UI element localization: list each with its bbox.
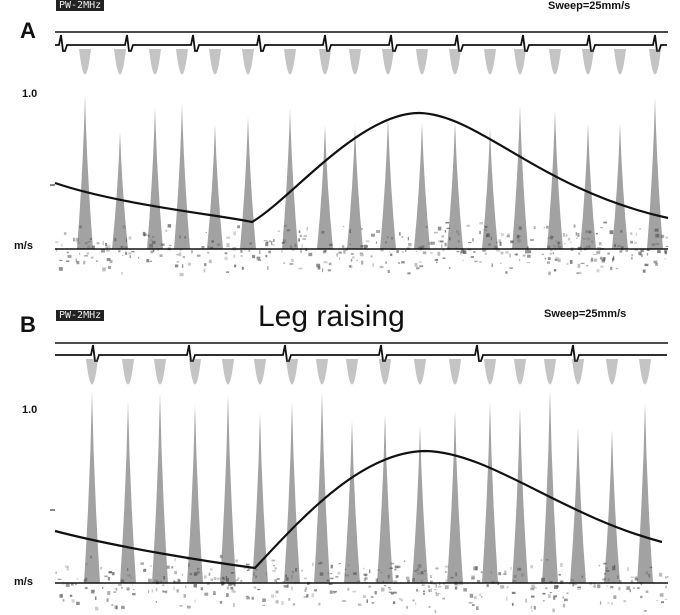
sweep-speed: Sweep=25mm/s — [548, 0, 631, 12]
spectral-envelope — [512, 407, 528, 583]
doppler-spectrum-b — [50, 342, 669, 614]
spectral-envelope — [317, 125, 333, 249]
spectral-artifact — [316, 359, 328, 385]
spectral-envelope — [612, 122, 628, 249]
spectral-envelope — [240, 116, 256, 250]
spectral-envelope — [482, 402, 498, 583]
spectral-artifact — [79, 49, 91, 75]
spectral-envelope — [347, 125, 363, 249]
spectral-envelope — [414, 122, 430, 249]
velocity-unit-label: m/s — [14, 240, 33, 252]
doppler-panel-b: B PW-2MHz Leg raising Sweep=25mm/s 1.0 m… — [0, 300, 680, 615]
spectral-envelope — [377, 413, 393, 583]
spectral-envelope — [412, 425, 428, 583]
spectral-envelope — [187, 405, 203, 583]
spectral-artifact — [349, 49, 361, 75]
spectral-artifact — [484, 49, 496, 75]
panel-divider — [0, 292, 680, 300]
spectral-envelope — [314, 392, 330, 583]
spectral-envelope — [447, 120, 463, 249]
spectral-envelope — [580, 123, 596, 249]
spectral-artifact — [86, 359, 98, 385]
trend-curve — [54, 449, 663, 570]
spectral-artifact — [449, 49, 461, 75]
spectral-artifact — [346, 359, 358, 385]
spectral-envelope — [647, 97, 663, 250]
spectral-envelope — [120, 401, 136, 583]
spectral-artifact — [572, 359, 584, 385]
velocity-scale-label: 1.0 — [22, 88, 38, 100]
spectral-artifact — [639, 359, 651, 385]
spectral-artifact — [414, 359, 426, 385]
panel-label: B — [20, 312, 36, 337]
spectral-artifact — [284, 49, 296, 75]
sweep-speed: Sweep=25mm/s — [544, 308, 627, 320]
spectral-envelope — [147, 106, 163, 249]
spectral-artifact — [544, 359, 556, 385]
mode-badge: PW-2MHz — [56, 310, 105, 321]
trend-curve — [54, 111, 669, 224]
spectral-artifact — [484, 359, 496, 385]
spectral-artifact — [176, 49, 188, 75]
spectral-envelope — [282, 108, 298, 250]
spectral-artifact — [122, 359, 134, 385]
spectral-artifact — [649, 49, 661, 75]
spectral-envelope — [547, 109, 563, 249]
spectral-envelope — [174, 103, 190, 250]
doppler-panel-a: A PW-2MHz Sweep=25mm/s 1.0 m/s — [0, 0, 680, 292]
spectral-envelope — [252, 413, 268, 583]
spectral-artifact — [606, 359, 618, 385]
spectral-artifact — [582, 49, 594, 75]
spectral-artifact — [319, 49, 331, 75]
ecg-trace — [55, 344, 667, 362]
spectral-artifact — [379, 359, 391, 385]
velocity-scale-label: 1.0 — [22, 404, 38, 416]
spectral-envelope — [112, 131, 128, 249]
spectral-envelope — [512, 104, 528, 249]
spectral-artifact — [154, 359, 166, 385]
spectral-artifact — [149, 49, 161, 75]
spectral-artifact — [382, 49, 394, 75]
ecg-trace — [55, 34, 667, 52]
spectral-artifact — [614, 49, 626, 75]
spectral-artifact — [549, 49, 561, 75]
spectral-envelope — [380, 116, 396, 249]
spectral-artifact — [514, 359, 526, 385]
spectral-artifact — [242, 49, 254, 75]
spectral-envelope — [344, 420, 360, 583]
spectral-envelope — [152, 393, 168, 583]
spectral-envelope — [207, 124, 223, 249]
spectral-envelope — [570, 427, 586, 583]
spectral-artifact — [209, 49, 221, 75]
spectral-artifact — [114, 49, 126, 75]
panel-label: A — [20, 18, 36, 43]
spectral-artifact — [254, 359, 266, 385]
spectral-artifact — [449, 359, 461, 385]
spectral-envelope — [284, 402, 300, 583]
velocity-unit-label: m/s — [14, 576, 33, 588]
caption-leg-raising: Leg raising — [258, 300, 405, 333]
spectral-envelope — [447, 410, 463, 583]
spectral-envelope — [637, 403, 653, 583]
spectral-artifact — [286, 359, 298, 385]
spectral-envelope — [77, 95, 93, 249]
spectral-envelope — [220, 394, 236, 583]
spectral-envelope — [482, 127, 498, 249]
spectral-artifact — [416, 49, 428, 75]
mode-badge: PW-2MHz — [56, 0, 105, 11]
doppler-spectrum-a — [50, 31, 669, 277]
spectral-envelope — [542, 390, 558, 583]
spectral-artifact — [222, 359, 234, 385]
spectral-envelope — [84, 391, 100, 583]
spectral-artifact — [189, 359, 201, 385]
spectral-artifact — [514, 49, 526, 75]
spectral-envelope — [604, 429, 620, 583]
